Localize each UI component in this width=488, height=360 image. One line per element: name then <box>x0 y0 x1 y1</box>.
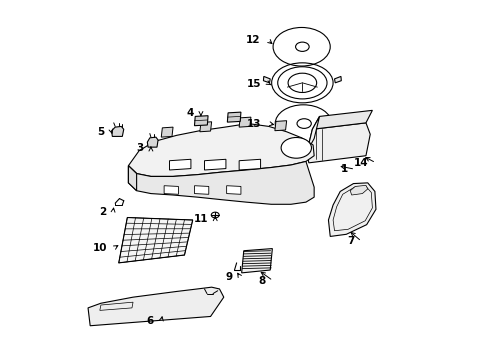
Polygon shape <box>227 112 241 122</box>
Text: 9: 9 <box>225 272 233 282</box>
Polygon shape <box>128 123 313 176</box>
Polygon shape <box>200 122 211 132</box>
Polygon shape <box>334 76 341 83</box>
Text: 12: 12 <box>245 35 260 45</box>
Polygon shape <box>241 249 272 273</box>
Text: 11: 11 <box>193 214 207 224</box>
Polygon shape <box>226 186 241 194</box>
Polygon shape <box>128 161 313 204</box>
Text: 7: 7 <box>346 237 354 247</box>
Text: 15: 15 <box>246 78 261 89</box>
Polygon shape <box>312 111 372 129</box>
Text: 6: 6 <box>146 316 154 326</box>
Text: 3: 3 <box>136 143 143 153</box>
Text: 10: 10 <box>92 243 107 253</box>
Text: 13: 13 <box>246 118 261 129</box>
Polygon shape <box>349 185 367 195</box>
Polygon shape <box>147 137 158 147</box>
Polygon shape <box>306 116 319 152</box>
Text: 8: 8 <box>258 276 265 286</box>
Polygon shape <box>88 287 224 326</box>
Polygon shape <box>194 186 208 194</box>
Text: 4: 4 <box>186 108 193 118</box>
Polygon shape <box>274 121 286 131</box>
Polygon shape <box>194 116 207 126</box>
Polygon shape <box>161 127 173 137</box>
Polygon shape <box>239 159 260 170</box>
Text: 5: 5 <box>97 127 104 137</box>
Polygon shape <box>164 186 178 194</box>
Polygon shape <box>328 183 375 237</box>
Polygon shape <box>306 123 369 163</box>
Polygon shape <box>111 126 123 136</box>
Polygon shape <box>128 166 136 191</box>
Text: 2: 2 <box>99 207 106 217</box>
Polygon shape <box>119 217 192 263</box>
Polygon shape <box>263 76 270 83</box>
Ellipse shape <box>281 138 311 158</box>
Polygon shape <box>204 159 225 170</box>
Text: 1: 1 <box>340 164 347 174</box>
Polygon shape <box>239 117 250 127</box>
Polygon shape <box>169 159 190 170</box>
Text: 14: 14 <box>353 158 368 168</box>
